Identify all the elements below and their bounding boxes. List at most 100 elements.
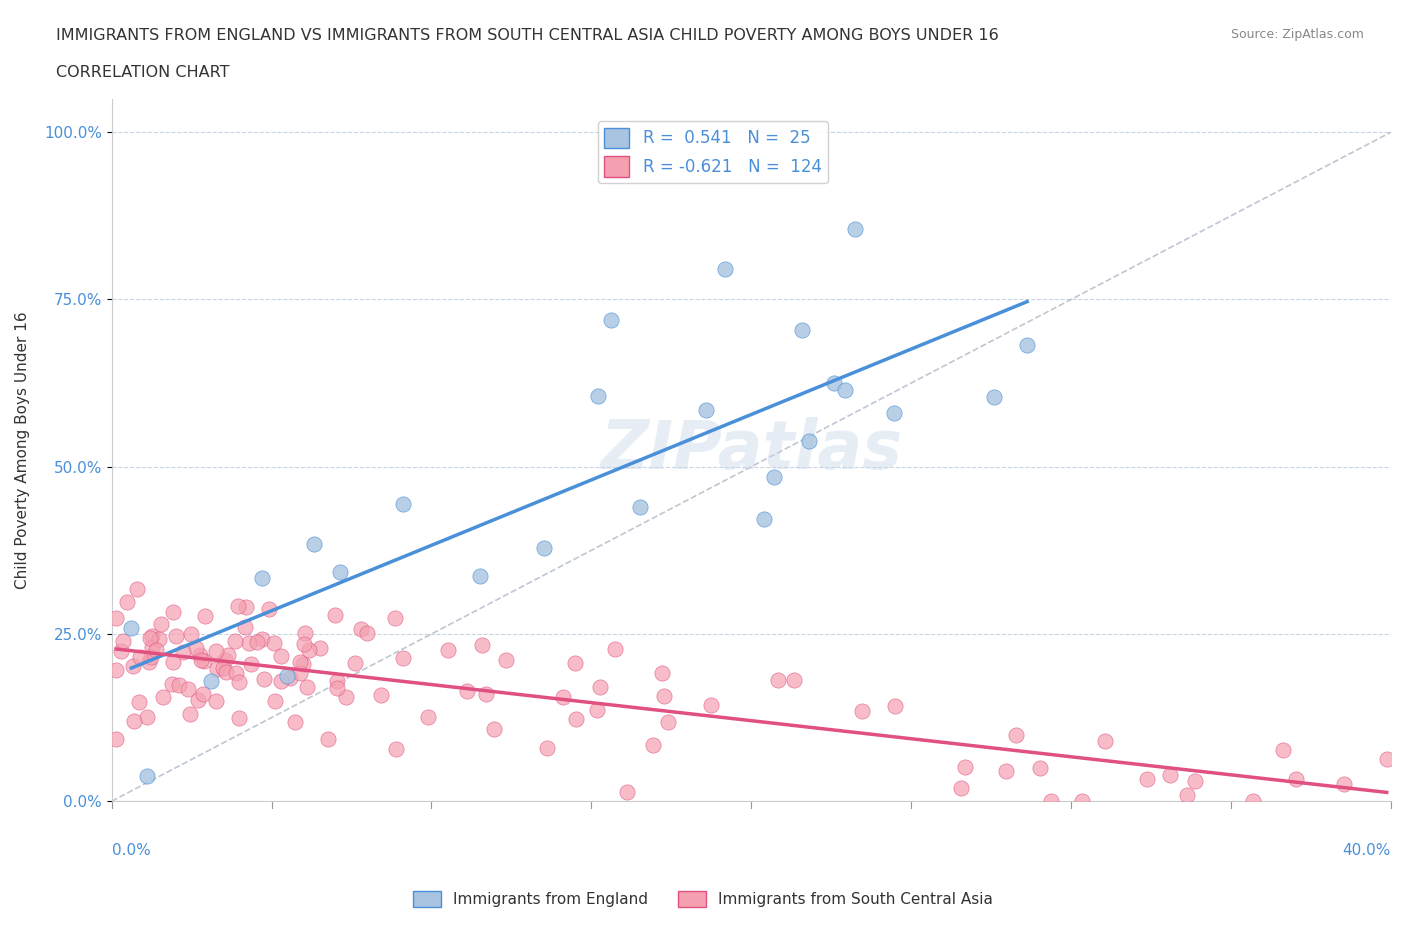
Point [200,673,222,688]
Point [270,648,292,663]
Point [290,655,312,670]
Point [257,601,280,616]
Point [180,627,202,642]
Point [700,698,723,712]
Point [177,682,200,697]
Point [128,650,150,665]
Point [790,323,813,338]
Point [949,781,972,796]
Point [657,714,679,729]
Text: IMMIGRANTS FROM ENGLAND VS IMMIGRANTS FROM SOUTH CENTRAL ASIA CHILD POVERTY AMON: IMMIGRANTS FROM ENGLAND VS IMMIGRANTS FR… [56,28,1000,43]
Point [225,666,247,681]
Point [187,692,209,707]
Point [162,655,184,670]
Point [252,671,274,686]
Point [651,665,673,680]
Point [139,650,162,665]
Point [589,680,612,695]
Point [1241,794,1264,809]
Point [763,470,786,485]
Point [437,643,460,658]
Point [797,433,820,448]
Point [392,651,415,666]
Point [309,640,332,655]
Point [471,638,494,653]
Point [1284,771,1306,786]
Point [215,665,238,680]
Point [323,607,346,622]
Point [553,690,575,705]
Point [214,653,236,668]
Point [276,669,298,684]
Point [1017,338,1039,352]
Point [263,636,285,651]
Point [205,694,228,709]
Point [145,643,167,658]
Point [167,678,190,693]
Point [823,376,845,391]
Point [284,714,307,729]
Point [599,312,621,327]
Point [1071,794,1094,809]
Point [995,764,1018,778]
Point [292,636,315,651]
Point [384,611,406,626]
Point [475,686,498,701]
Point [385,742,408,757]
Point [228,711,250,725]
Point [264,694,287,709]
Point [149,617,172,631]
Point [392,497,415,512]
Point [240,656,263,671]
Point [191,687,214,702]
Point [184,641,207,656]
Point [294,625,316,640]
Point [141,628,163,643]
Point [194,608,217,623]
Point [224,634,246,649]
Point [370,688,392,703]
Point [162,604,184,619]
Point [1005,727,1028,742]
Point [1184,774,1206,789]
Point [110,644,132,658]
Point [238,636,260,651]
Point [416,710,439,724]
Point [495,653,517,668]
Point [652,688,675,703]
Point [356,626,378,641]
Point [226,599,249,614]
Point [586,389,609,404]
Point [162,677,184,692]
Text: 40.0%: 40.0% [1343,844,1391,858]
Point [565,711,588,726]
Point [188,647,211,662]
Point [117,594,139,609]
Point [190,653,212,668]
Point [217,647,239,662]
Point [125,582,148,597]
Point [136,768,159,783]
Text: 0.0%: 0.0% [111,844,150,858]
Point [148,631,170,646]
Legend: Immigrants from England, Immigrants from South Central Asia: Immigrants from England, Immigrants from… [406,884,1000,913]
Text: Source: ZipAtlas.com: Source: ZipAtlas.com [1230,28,1364,41]
Point [1375,751,1398,766]
Y-axis label: Child Poverty Among Boys Under 16: Child Poverty Among Boys Under 16 [15,312,30,589]
Point [616,785,638,800]
Point [714,261,737,276]
Point [165,629,187,644]
Point [1094,734,1116,749]
Text: CORRELATION CHART: CORRELATION CHART [56,65,229,80]
Point [250,631,273,646]
Point [152,689,174,704]
Point [883,405,905,420]
Point [179,707,201,722]
Point [139,631,162,645]
Point [228,674,250,689]
Point [851,704,873,719]
Point [1136,772,1159,787]
Point [278,671,301,685]
Point [235,600,257,615]
Point [1333,777,1355,792]
